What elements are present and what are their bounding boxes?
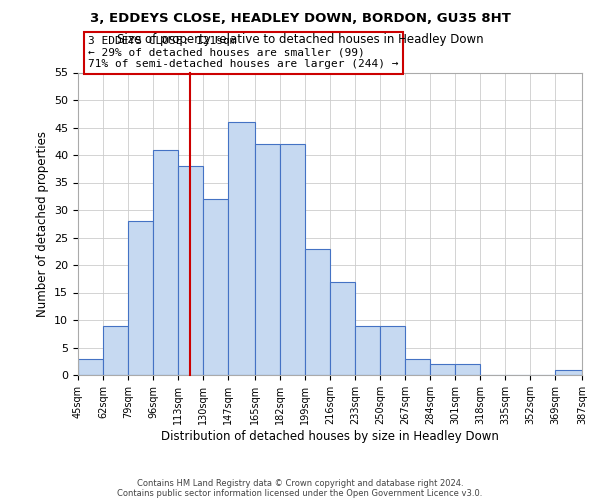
Text: Contains public sector information licensed under the Open Government Licence v3: Contains public sector information licen…	[118, 488, 482, 498]
Text: Size of property relative to detached houses in Headley Down: Size of property relative to detached ho…	[116, 32, 484, 46]
Bar	[330, 282, 355, 375]
Bar	[255, 144, 280, 375]
Bar	[203, 199, 229, 375]
Text: Contains HM Land Registry data © Crown copyright and database right 2024.: Contains HM Land Registry data © Crown c…	[137, 478, 463, 488]
Bar	[380, 326, 405, 375]
Bar	[455, 364, 481, 375]
Text: 3, EDDEYS CLOSE, HEADLEY DOWN, BORDON, GU35 8HT: 3, EDDEYS CLOSE, HEADLEY DOWN, BORDON, G…	[89, 12, 511, 26]
X-axis label: Distribution of detached houses by size in Headley Down: Distribution of detached houses by size …	[161, 430, 499, 442]
Bar	[556, 370, 582, 375]
Y-axis label: Number of detached properties: Number of detached properties	[35, 130, 49, 317]
Text: 3 EDDEYS CLOSE: 121sqm
← 29% of detached houses are smaller (99)
71% of semi-det: 3 EDDEYS CLOSE: 121sqm ← 29% of detached…	[88, 36, 398, 70]
Bar	[430, 364, 455, 375]
Bar	[178, 166, 203, 375]
Bar	[103, 326, 128, 375]
Bar	[280, 144, 305, 375]
Bar	[229, 122, 255, 375]
Bar	[305, 248, 330, 375]
Bar	[78, 358, 103, 375]
Bar	[153, 150, 178, 375]
Bar	[405, 358, 430, 375]
Bar	[128, 221, 153, 375]
Bar	[355, 326, 380, 375]
